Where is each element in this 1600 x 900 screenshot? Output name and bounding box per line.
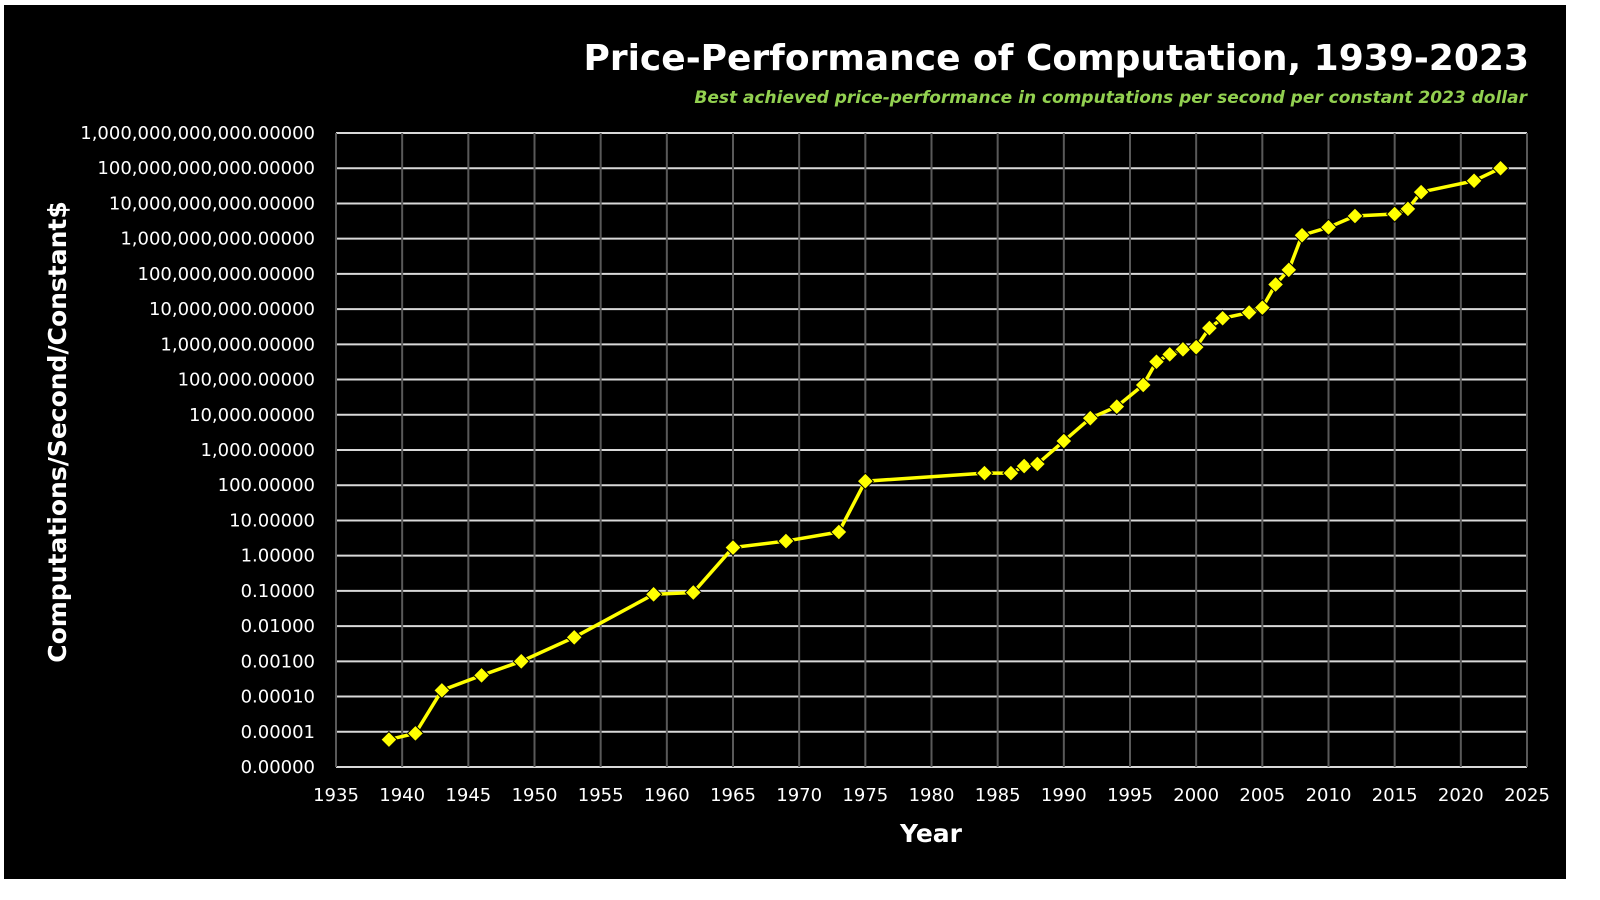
data-point-marker bbox=[1200, 319, 1219, 337]
data-point-marker bbox=[1319, 218, 1338, 237]
data-point-marker bbox=[724, 538, 742, 557]
data-point-marker bbox=[1147, 353, 1166, 371]
y-tick-labels: 0.00000 0.00001 0.00010 0.00100 0.01000 0.100… bbox=[80, 123, 315, 778]
x-tick-labels: 1935 1940 1945 1950 1955 1960 1965 1970 1975 1980… bbox=[313, 785, 1550, 806]
y-tick-label: 100,000,000.00000 bbox=[138, 264, 316, 285]
data-point-marker bbox=[380, 730, 398, 749]
x-tick-label: 2005 bbox=[1239, 785, 1285, 806]
data-point-marker bbox=[1399, 200, 1417, 218]
x-tick-label: 2025 bbox=[1504, 785, 1550, 806]
data-point-marker bbox=[975, 464, 994, 482]
x-tick-label: 1935 bbox=[313, 785, 359, 806]
x-tick-label: 2000 bbox=[1173, 785, 1219, 806]
data-point-marker bbox=[1385, 205, 1404, 223]
y-tick-label: 10,000,000.00000 bbox=[149, 299, 315, 320]
data-point-marker bbox=[1134, 376, 1152, 394]
chart-background bbox=[4, 5, 1566, 879]
data-point-marker bbox=[1266, 275, 1285, 294]
data-point-marker bbox=[1002, 464, 1020, 482]
data-point-marker bbox=[1293, 226, 1311, 244]
data-point-marker bbox=[1108, 397, 1126, 416]
x-tick-label: 1995 bbox=[1107, 785, 1153, 806]
data-point-marker bbox=[1028, 455, 1047, 473]
data-point-marker bbox=[1160, 345, 1179, 364]
y-tick-label: 10,000.00000 bbox=[189, 405, 315, 426]
y-tick-label: 0.00010 bbox=[241, 687, 315, 708]
data-point-marker bbox=[777, 532, 795, 550]
data-point-marker bbox=[1213, 309, 1232, 327]
data-point-marker bbox=[1253, 298, 1272, 317]
data-point-marker bbox=[406, 724, 425, 743]
series bbox=[380, 159, 1510, 749]
y-tick-label: 0.10000 bbox=[241, 581, 315, 602]
y-tick-label: 100,000.00000 bbox=[178, 370, 315, 391]
y-tick-label: 1,000,000,000,000.00000 bbox=[80, 123, 315, 144]
y-tick-label: 1,000.00000 bbox=[200, 440, 315, 461]
y-tick-label: 0.00001 bbox=[241, 722, 315, 743]
grid bbox=[335, 132, 1528, 768]
x-tick-label: 2010 bbox=[1306, 785, 1352, 806]
x-tick-label: 1965 bbox=[710, 785, 756, 806]
x-tick-label: 1985 bbox=[975, 785, 1021, 806]
y-axis-title: Computations/Second/Constant$ bbox=[43, 201, 72, 663]
x-tick-label: 1940 bbox=[379, 785, 425, 806]
y-tick-label: 100,000,000,000.00000 bbox=[97, 158, 315, 179]
y-tick-label: 0.00100 bbox=[241, 651, 315, 672]
data-point-marker bbox=[1055, 432, 1073, 450]
data-point-marker bbox=[1081, 409, 1100, 427]
y-tick-label: 1,000,000.00000 bbox=[160, 334, 315, 355]
data-point-marker bbox=[1346, 207, 1364, 225]
y-tick-label: 10.00000 bbox=[229, 510, 315, 531]
x-axis-title: Year bbox=[899, 819, 963, 848]
x-tick-label: 1975 bbox=[842, 785, 888, 806]
data-point-marker bbox=[1280, 261, 1298, 279]
chart-subtitle: Best achieved price-performance in compu… bbox=[694, 88, 1528, 108]
chart-title: Price-Performance of Computation, 1939-2… bbox=[583, 38, 1529, 79]
x-tick-label: 2015 bbox=[1372, 785, 1418, 806]
data-point-marker bbox=[512, 652, 530, 671]
data-point-marker bbox=[1187, 338, 1205, 356]
data-point-marker bbox=[1240, 303, 1258, 322]
data-point-marker bbox=[684, 583, 703, 602]
data-point-marker bbox=[1412, 183, 1430, 201]
data-point-marker bbox=[830, 523, 848, 541]
x-tick-label: 1960 bbox=[644, 785, 690, 806]
x-tick-label: 2020 bbox=[1438, 785, 1484, 806]
x-tick-label: 1945 bbox=[445, 785, 491, 806]
data-point-marker bbox=[433, 681, 451, 700]
data-point-marker bbox=[472, 666, 491, 685]
x-tick-label: 1990 bbox=[1041, 785, 1087, 806]
data-point-marker bbox=[1015, 457, 1033, 475]
x-tick-label: 1970 bbox=[776, 785, 822, 806]
series-line bbox=[388, 166, 1502, 742]
x-tick-label: 1955 bbox=[578, 785, 624, 806]
y-tick-label: 0.01000 bbox=[241, 616, 315, 637]
data-point-marker bbox=[1465, 172, 1483, 190]
data-point-marker bbox=[644, 585, 663, 604]
y-tick-label: 0.00000 bbox=[241, 757, 315, 778]
x-tick-label: 1980 bbox=[909, 785, 955, 806]
data-point-marker bbox=[856, 472, 875, 490]
y-tick-label: 1.00000 bbox=[241, 546, 315, 567]
data-point-marker bbox=[565, 628, 583, 647]
x-tick-label: 1950 bbox=[512, 785, 558, 806]
data-point-marker bbox=[1491, 159, 1510, 177]
y-tick-label: 100.00000 bbox=[218, 475, 315, 496]
y-tick-label: 10,000,000,000.00000 bbox=[109, 193, 315, 214]
y-tick-label: 1,000,000,000.00000 bbox=[120, 229, 315, 250]
